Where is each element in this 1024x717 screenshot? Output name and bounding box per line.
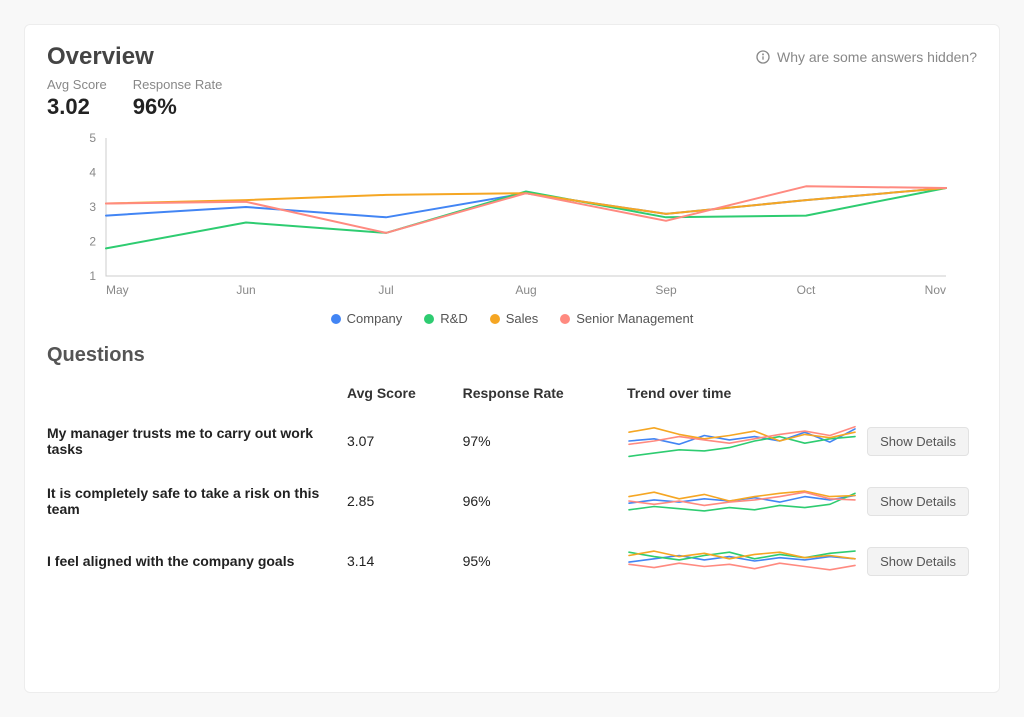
show-details-button[interactable]: Show Details	[867, 427, 969, 456]
trend-chart: 1 2 3 4 5 May Jun Jul Aug Sep Oct Nov	[47, 132, 977, 307]
svg-text:4: 4	[89, 166, 96, 180]
info-icon	[755, 49, 771, 65]
svg-text:May: May	[106, 283, 129, 297]
chart-legend: Company R&D Sales Senior Management	[47, 311, 977, 326]
response-rate-value: 96%	[133, 94, 223, 120]
question-trend-sparkline	[627, 471, 867, 531]
legend-dot-icon	[424, 314, 434, 324]
question-text: I feel aligned with the company goals	[47, 531, 347, 591]
question-response-rate: 96%	[463, 471, 627, 531]
legend-item[interactable]: Senior Management	[560, 311, 693, 326]
avg-score-label: Avg Score	[47, 77, 107, 92]
svg-text:3: 3	[89, 200, 96, 214]
question-trend-sparkline	[627, 531, 867, 591]
svg-text:2: 2	[89, 235, 96, 249]
table-row: My manager trusts me to carry out work t…	[47, 411, 977, 471]
question-text: It is completely safe to take a risk on …	[47, 471, 347, 531]
question-avg-score: 3.14	[347, 531, 463, 591]
svg-text:5: 5	[89, 132, 96, 145]
avg-score-stat: Avg Score 3.02	[47, 77, 107, 120]
question-avg-score: 2.85	[347, 471, 463, 531]
trend-chart-svg: 1 2 3 4 5 May Jun Jul Aug Sep Oct Nov	[47, 132, 977, 302]
svg-text:Jun: Jun	[236, 283, 255, 297]
hidden-answers-link[interactable]: Why are some answers hidden?	[755, 49, 977, 65]
response-rate-label: Response Rate	[133, 77, 223, 92]
table-row: It is completely safe to take a risk on …	[47, 471, 977, 531]
table-row: I feel aligned with the company goals3.1…	[47, 531, 977, 591]
question-trend-sparkline	[627, 411, 867, 471]
svg-text:Sep: Sep	[655, 283, 677, 297]
col-trend: Trend over time	[627, 379, 867, 411]
col-avg-score: Avg Score	[347, 379, 463, 411]
legend-label: Senior Management	[576, 311, 693, 326]
hidden-answers-label: Why are some answers hidden?	[777, 49, 977, 65]
question-avg-score: 3.07	[347, 411, 463, 471]
legend-dot-icon	[560, 314, 570, 324]
svg-text:Jul: Jul	[378, 283, 393, 297]
avg-score-value: 3.02	[47, 94, 107, 120]
overview-header: Overview Avg Score 3.02 Response Rate 96…	[47, 43, 977, 132]
legend-item[interactable]: Company	[331, 311, 403, 326]
legend-label: Company	[347, 311, 403, 326]
dashboard-card: Overview Avg Score 3.02 Response Rate 96…	[24, 24, 1000, 693]
svg-text:Oct: Oct	[797, 283, 816, 297]
show-details-button[interactable]: Show Details	[867, 547, 969, 576]
svg-text:Nov: Nov	[925, 283, 946, 297]
questions-title: Questions	[47, 344, 977, 367]
legend-dot-icon	[490, 314, 500, 324]
legend-label: R&D	[440, 311, 467, 326]
legend-dot-icon	[331, 314, 341, 324]
question-text: My manager trusts me to carry out work t…	[47, 411, 347, 471]
overview-title: Overview	[47, 43, 222, 71]
response-rate-stat: Response Rate 96%	[133, 77, 223, 120]
svg-text:1: 1	[89, 269, 96, 283]
legend-item[interactable]: Sales	[490, 311, 539, 326]
legend-item[interactable]: R&D	[424, 311, 467, 326]
questions-table: Avg Score Response Rate Trend over time …	[47, 379, 977, 591]
question-response-rate: 97%	[463, 411, 627, 471]
overview-stats: Avg Score 3.02 Response Rate 96%	[47, 77, 222, 120]
question-response-rate: 95%	[463, 531, 627, 591]
show-details-button[interactable]: Show Details	[867, 487, 969, 516]
svg-text:Aug: Aug	[515, 283, 536, 297]
legend-label: Sales	[506, 311, 539, 326]
col-response-rate: Response Rate	[463, 379, 627, 411]
